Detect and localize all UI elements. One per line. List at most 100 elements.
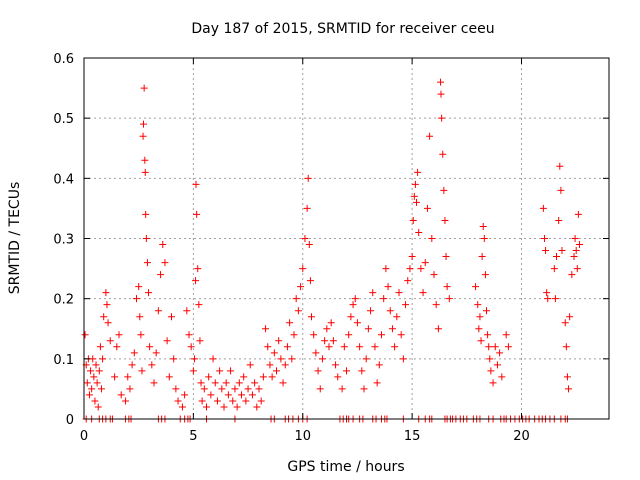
data-point	[371, 343, 379, 351]
data-point	[238, 391, 245, 399]
data-point	[196, 337, 204, 345]
data-point	[227, 367, 235, 375]
data-point	[198, 397, 206, 405]
data-point	[434, 325, 442, 333]
data-point	[562, 343, 570, 351]
data-point	[485, 343, 493, 351]
data-point	[388, 325, 396, 333]
data-point	[93, 379, 101, 387]
data-point	[551, 295, 559, 303]
data-point	[491, 343, 499, 351]
data-point	[140, 120, 147, 128]
data-point	[142, 235, 150, 242]
data-point	[113, 343, 121, 351]
data-point	[299, 265, 307, 273]
data-point	[251, 379, 259, 387]
data-point	[200, 385, 208, 393]
data-point	[441, 216, 449, 224]
data-point	[279, 379, 287, 387]
data-point	[360, 385, 368, 393]
data-point	[181, 391, 189, 399]
data-point	[100, 313, 108, 321]
data-point	[437, 90, 445, 98]
data-point	[273, 367, 280, 375]
data-point	[440, 186, 448, 194]
data-point	[563, 373, 571, 381]
data-point	[347, 313, 355, 321]
data-point	[502, 331, 510, 339]
data-point	[178, 403, 186, 411]
data-point	[423, 204, 431, 212]
data-point	[349, 301, 357, 309]
data-point	[88, 385, 96, 393]
data-point	[556, 162, 564, 170]
y-tick-label: 0.4	[53, 172, 74, 187]
data-point	[216, 367, 224, 375]
data-point	[187, 343, 195, 351]
data-point	[303, 204, 311, 212]
data-point	[139, 132, 147, 140]
data-point	[218, 385, 226, 393]
data-point	[94, 403, 102, 411]
data-point	[281, 361, 289, 369]
data-point	[209, 355, 217, 363]
data-point	[406, 265, 414, 273]
data-point	[283, 343, 291, 351]
data-point	[148, 361, 156, 369]
data-point	[312, 349, 320, 357]
data-point	[413, 198, 420, 206]
data-point	[432, 301, 440, 309]
data-point	[409, 216, 417, 224]
data-point	[244, 385, 252, 393]
data-point	[143, 259, 151, 267]
data-point	[334, 373, 342, 381]
chart-title: Day 187 of 2015, SRMTID for receiver cee…	[191, 21, 494, 37]
data-point	[297, 283, 305, 291]
data-point	[380, 295, 388, 303]
data-point	[224, 391, 232, 399]
data-point	[555, 216, 563, 224]
data-point	[231, 385, 239, 393]
data-point	[194, 265, 202, 273]
data-point	[476, 313, 484, 321]
data-point	[138, 367, 146, 375]
data-point	[233, 403, 241, 411]
data-point	[90, 373, 98, 381]
data-point	[540, 235, 548, 242]
data-point	[481, 271, 489, 279]
data-point	[327, 319, 335, 327]
data-point	[475, 325, 483, 333]
data-point	[426, 132, 434, 140]
x-tick-label: 15	[404, 429, 421, 444]
data-point	[81, 331, 89, 339]
y-tick-label: 0.2	[53, 293, 74, 308]
gridlines	[84, 58, 609, 419]
data-point	[358, 367, 366, 375]
data-point	[474, 301, 482, 309]
data-point	[571, 235, 579, 242]
data-point	[543, 289, 551, 297]
data-point	[185, 331, 193, 339]
data-point	[544, 295, 552, 303]
data-point	[195, 301, 203, 309]
data-point	[484, 331, 492, 339]
data-points	[81, 78, 583, 423]
data-point	[255, 385, 263, 393]
data-point	[146, 343, 154, 351]
data-point	[314, 367, 322, 375]
data-point	[414, 168, 422, 176]
data-point	[437, 78, 445, 86]
data-point	[154, 307, 162, 315]
data-point	[402, 301, 410, 309]
data-point	[246, 361, 254, 369]
data-point	[99, 355, 107, 363]
data-point	[493, 361, 501, 369]
data-point	[104, 319, 112, 327]
data-point	[323, 325, 331, 333]
data-point	[343, 367, 350, 375]
data-point	[270, 349, 278, 357]
data-point	[480, 235, 488, 242]
data-point	[486, 355, 494, 363]
data-point	[130, 349, 138, 357]
